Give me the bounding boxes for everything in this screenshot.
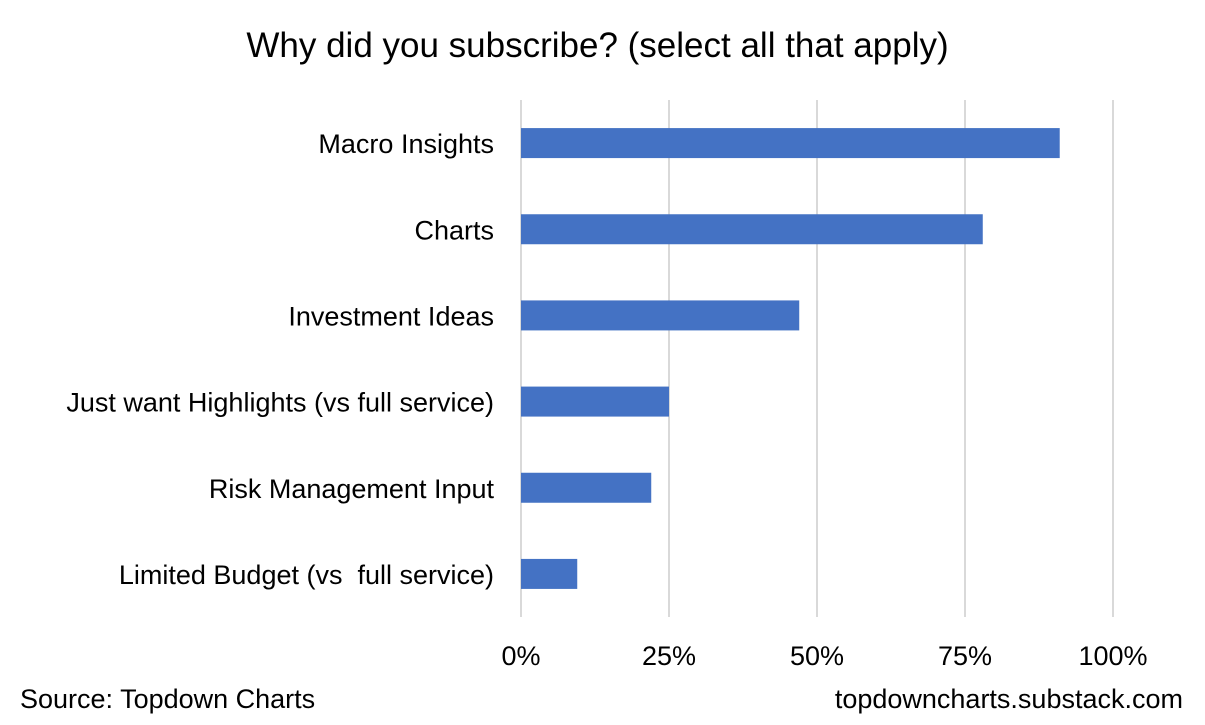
category-label: Limited Budget (vs full service) [119,560,494,590]
x-axis-tick-labels: 0% 25% 50% 75% 100% [501,641,1147,671]
category-label: Risk Management Input [209,474,495,504]
category-label: Investment Ideas [288,301,494,331]
bar [521,558,578,589]
x-tick-label: 0% [501,641,540,671]
bar [521,386,669,417]
category-label: Just want Highlights (vs full service) [66,388,494,418]
x-tick-label: 75% [938,641,992,671]
category-label: Macro Insights [318,129,494,159]
x-tick-label: 100% [1078,641,1147,671]
bar [521,214,983,245]
grid-lines [520,100,1114,617]
category-labels: Macro Insights Charts Investment Ideas Just… [66,129,494,590]
x-tick-label: 25% [642,641,696,671]
chart-title: Why did you subscribe? (select all that … [246,26,949,65]
bar [521,128,1060,159]
bars [521,128,1060,589]
site-url: topdowncharts.substack.com [834,684,1183,714]
bar [521,472,652,503]
category-label: Charts [414,215,494,245]
x-tick-label: 50% [790,641,844,671]
source-note: Source: Topdown Charts [20,684,316,714]
bar [521,300,800,331]
